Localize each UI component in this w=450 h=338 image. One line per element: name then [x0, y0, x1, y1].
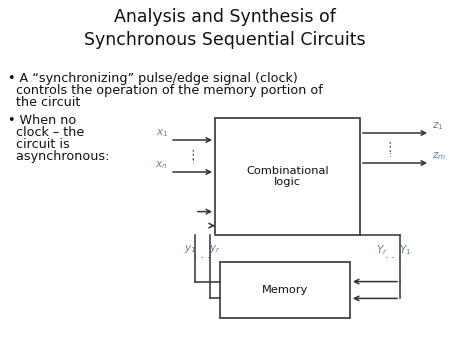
Text: $x_1$: $x_1$: [156, 127, 168, 139]
Text: $Y_r$: $Y_r$: [376, 243, 388, 257]
Bar: [220, 262, 350, 318]
Text: $z_1$: $z_1$: [432, 120, 443, 132]
Text: $y_r$: $y_r$: [209, 243, 221, 255]
Text: Analysis and Synthesis of
Synchronous Sequential Circuits: Analysis and Synthesis of Synchronous Se…: [84, 8, 366, 49]
Text: Combinational
logic: Combinational logic: [246, 166, 329, 187]
Text: ⋮: ⋮: [387, 150, 393, 156]
Text: • A “synchronizing” pulse/edge signal (clock): • A “synchronizing” pulse/edge signal (c…: [8, 72, 298, 85]
Text: asynchronous:: asynchronous:: [8, 150, 109, 163]
Text: ⋮: ⋮: [384, 142, 396, 154]
Text: • When no: • When no: [8, 114, 76, 127]
Text: clock – the: clock – the: [8, 126, 84, 139]
Text: the circuit: the circuit: [8, 96, 81, 109]
Text: $Y_1$: $Y_1$: [399, 243, 411, 257]
Text: controls the operation of the memory portion of: controls the operation of the memory por…: [8, 84, 323, 97]
Text: ⋮: ⋮: [189, 157, 197, 163]
Text: Memory: Memory: [262, 285, 308, 295]
Text: · · ·: · · ·: [194, 253, 211, 263]
Text: · · ·: · · ·: [385, 253, 402, 263]
Text: ⋮: ⋮: [187, 148, 199, 162]
Text: circuit is: circuit is: [8, 138, 70, 151]
Text: $y_1$: $y_1$: [184, 243, 196, 255]
Text: $x_n$: $x_n$: [156, 159, 168, 171]
Text: $z_m$: $z_m$: [432, 150, 446, 162]
Bar: [215, 118, 360, 235]
